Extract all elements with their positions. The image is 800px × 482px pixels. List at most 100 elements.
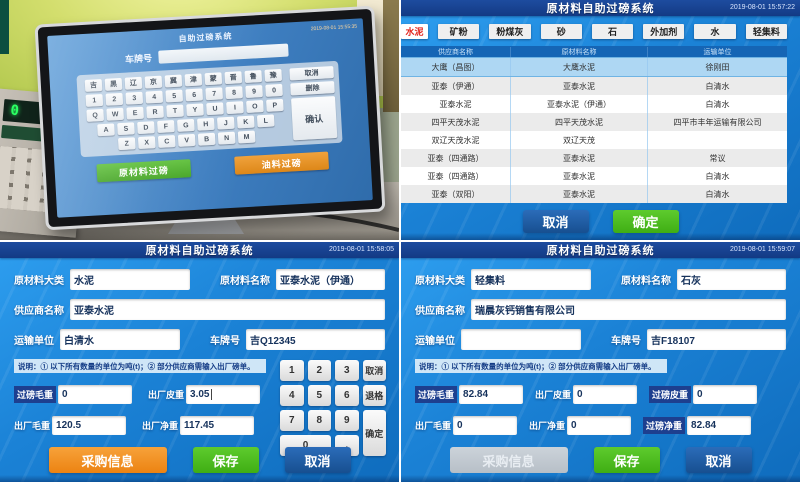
- confirm-button[interactable]: 确定: [612, 210, 679, 233]
- table-row[interactable]: 亚泰（四通路） 亚泰水泥 白清水: [401, 167, 787, 185]
- keypad-2[interactable]: 2: [307, 360, 331, 381]
- key-letter[interactable]: E: [126, 106, 144, 120]
- key-letter[interactable]: R: [146, 105, 164, 119]
- keypad-5[interactable]: 5: [307, 385, 331, 406]
- tab-cement[interactable]: 水泥: [401, 24, 428, 39]
- material-name-field[interactable]: 亚泰水泥（伊通）: [276, 269, 385, 290]
- key-letter[interactable]: Q: [86, 108, 104, 122]
- factory-net-field[interactable]: 117.45: [180, 416, 255, 435]
- table-row[interactable]: 双辽天茂水泥 双辽天茂: [401, 131, 787, 149]
- table-row[interactable]: 四平天茂水泥 四平天茂水泥 四平市丰年运输有限公司: [401, 113, 787, 131]
- tab-sand[interactable]: 砂: [540, 24, 582, 39]
- tab-fly-ash[interactable]: 粉煤灰: [489, 24, 531, 39]
- transport-field[interactable]: 白清水: [60, 329, 180, 350]
- key-letter[interactable]: H: [197, 117, 215, 131]
- key-province[interactable]: 京: [144, 75, 163, 89]
- key-letter[interactable]: N: [217, 131, 236, 145]
- key-province[interactable]: 鲁: [244, 70, 263, 83]
- factory-net-field[interactable]: 0: [567, 416, 632, 435]
- save-button[interactable]: 保存: [192, 447, 259, 473]
- factory-gross-field[interactable]: 0: [453, 416, 518, 435]
- cancel-button[interactable]: 取消: [685, 447, 752, 473]
- tab-stone[interactable]: 石: [591, 24, 634, 39]
- tab-admixture[interactable]: 外加剂: [643, 24, 685, 39]
- save-button[interactable]: 保存: [593, 447, 660, 473]
- factory-gross-field[interactable]: 120.5: [52, 416, 127, 435]
- weigh-gross-field[interactable]: 82.84: [459, 385, 524, 404]
- table-row[interactable]: 亚泰（四通路） 亚泰水泥 常议: [401, 149, 787, 167]
- key-letter[interactable]: F: [157, 120, 175, 133]
- keypad-6[interactable]: 6: [335, 385, 359, 406]
- keypad-9[interactable]: 9: [335, 410, 359, 431]
- weigh-tare-field[interactable]: 0: [693, 385, 758, 404]
- category-field[interactable]: 轻集料: [471, 269, 591, 290]
- key-letter[interactable]: V: [177, 133, 196, 147]
- cancel-button[interactable]: 取消: [284, 447, 351, 473]
- keypad-confirm[interactable]: 确定: [362, 410, 386, 456]
- table-row[interactable]: 亚泰水泥 亚泰水泥（伊通） 白清水: [401, 95, 787, 113]
- key-province[interactable]: 津: [184, 73, 203, 87]
- table-row[interactable]: 大鹰（昌图） 大鹰水泥 徐刚田: [401, 57, 787, 77]
- key-letter[interactable]: G: [177, 118, 195, 132]
- raw-material-weigh-button[interactable]: 原材料过磅: [96, 159, 192, 183]
- table-row[interactable]: 亚泰（双阳） 亚泰水泥 白清水: [401, 185, 787, 203]
- transport-field[interactable]: [461, 329, 581, 350]
- keypad-cancel[interactable]: 取消: [362, 360, 386, 381]
- plate-field[interactable]: 吉F18107: [647, 329, 786, 350]
- key-letter[interactable]: Z: [117, 137, 136, 151]
- key-letter[interactable]: S: [117, 122, 135, 136]
- key-digit[interactable]: 1: [85, 93, 104, 107]
- key-province[interactable]: 吉: [84, 78, 103, 92]
- keypad-3[interactable]: 3: [335, 360, 359, 381]
- key-province[interactable]: 冀: [164, 74, 183, 88]
- key-digit[interactable]: 3: [125, 91, 144, 105]
- weigh-gross-field[interactable]: 0: [58, 385, 133, 404]
- key-letter[interactable]: U: [206, 102, 224, 116]
- key-digit[interactable]: 8: [225, 86, 243, 100]
- key-letter[interactable]: B: [197, 132, 216, 146]
- key-letter[interactable]: X: [137, 136, 156, 150]
- keypad-4[interactable]: 4: [280, 385, 304, 406]
- weigh-net-field[interactable]: 82.84: [687, 416, 752, 435]
- key-letter[interactable]: W: [106, 107, 124, 121]
- key-province[interactable]: 晋: [224, 71, 243, 85]
- key-digit[interactable]: 0: [265, 83, 283, 97]
- plate-number-input[interactable]: [157, 43, 289, 64]
- key-province[interactable]: 蒙: [204, 72, 223, 86]
- key-letter[interactable]: C: [157, 134, 176, 148]
- key-letter[interactable]: P: [266, 98, 284, 112]
- key-confirm[interactable]: 确认: [291, 95, 338, 141]
- category-field[interactable]: 水泥: [70, 269, 190, 290]
- factory-tare-field[interactable]: 3.05: [186, 385, 261, 404]
- keypad-1[interactable]: 1: [280, 360, 304, 381]
- supplier-field[interactable]: 瑞晨灰钙销售有限公司: [471, 299, 786, 320]
- key-delete[interactable]: 删除: [290, 81, 335, 96]
- key-province[interactable]: 辽: [124, 76, 143, 90]
- key-digit[interactable]: 6: [185, 88, 204, 102]
- oil-weigh-button[interactable]: 油料过磅: [234, 151, 330, 175]
- key-letter[interactable]: J: [216, 116, 235, 130]
- key-digit[interactable]: 4: [145, 90, 164, 104]
- key-letter[interactable]: Y: [186, 103, 204, 117]
- key-letter[interactable]: A: [97, 123, 115, 137]
- keypad-8[interactable]: 8: [307, 410, 331, 431]
- key-letter[interactable]: I: [226, 101, 244, 115]
- purchase-info-button[interactable]: 采购信息: [48, 447, 167, 473]
- tab-water[interactable]: 水: [694, 24, 736, 39]
- key-letter[interactable]: T: [166, 104, 184, 118]
- key-letter[interactable]: O: [246, 100, 264, 113]
- table-row[interactable]: 亚泰（伊通） 亚泰水泥 白清水: [401, 77, 787, 95]
- plate-field[interactable]: 吉Q12345: [246, 329, 385, 350]
- key-province[interactable]: 豫: [264, 68, 283, 82]
- key-digit[interactable]: 2: [105, 92, 124, 106]
- factory-tare-field[interactable]: 0: [573, 385, 638, 404]
- key-digit[interactable]: 7: [205, 87, 223, 101]
- key-digit[interactable]: 9: [245, 85, 263, 98]
- tab-mineral-powder[interactable]: 矿粉: [438, 24, 480, 39]
- tab-lightweight-aggregate[interactable]: 轻集料: [745, 24, 787, 39]
- key-letter[interactable]: M: [237, 130, 256, 144]
- material-name-field[interactable]: 石灰: [677, 269, 786, 290]
- cancel-button[interactable]: 取消: [522, 210, 589, 233]
- key-letter[interactable]: L: [256, 114, 275, 128]
- key-letter[interactable]: K: [236, 115, 255, 129]
